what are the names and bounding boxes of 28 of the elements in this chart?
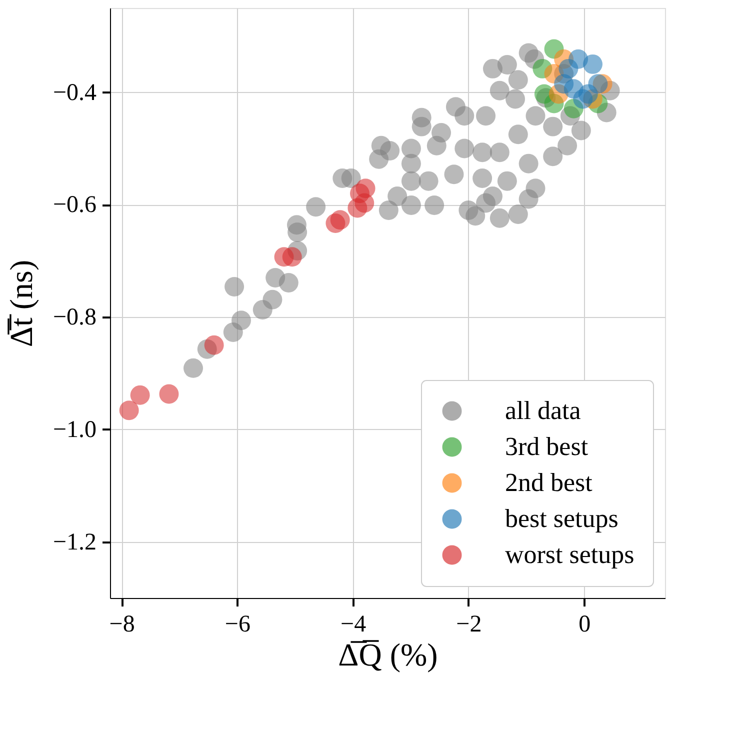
y-tick-label: −0.6 <box>52 192 96 218</box>
x-tick-label: −6 <box>224 612 250 638</box>
point <box>573 89 593 109</box>
legend-label: worst setups <box>505 540 634 569</box>
point <box>119 400 139 420</box>
y-tick-label: −0.4 <box>52 80 96 106</box>
point <box>348 198 368 218</box>
point <box>204 335 224 355</box>
legend-label: 2nd best <box>505 468 594 497</box>
point <box>130 385 150 405</box>
x-axis-title: Δ̅Q̅ (%) <box>338 636 438 672</box>
x-tick-label: 0 <box>578 612 591 638</box>
point <box>159 384 179 404</box>
legend-label: 3rd best <box>505 432 589 461</box>
legend-label: all data <box>505 396 582 425</box>
y-tick-label: −1.2 <box>52 529 96 556</box>
point <box>282 247 302 267</box>
legend-label: best setups <box>505 504 618 533</box>
y-tick-label: −1.0 <box>52 416 96 443</box>
point <box>554 74 574 94</box>
point <box>588 74 608 94</box>
y-axis-title: Δ̅t̅ (ns) <box>2 260 39 348</box>
point <box>330 210 350 230</box>
x-tick-label: −2 <box>456 612 482 638</box>
x-tick-label: −8 <box>109 612 135 638</box>
y-tick-label: −0.8 <box>52 304 96 331</box>
point <box>582 54 602 74</box>
x-tick-label: −4 <box>340 612 366 638</box>
